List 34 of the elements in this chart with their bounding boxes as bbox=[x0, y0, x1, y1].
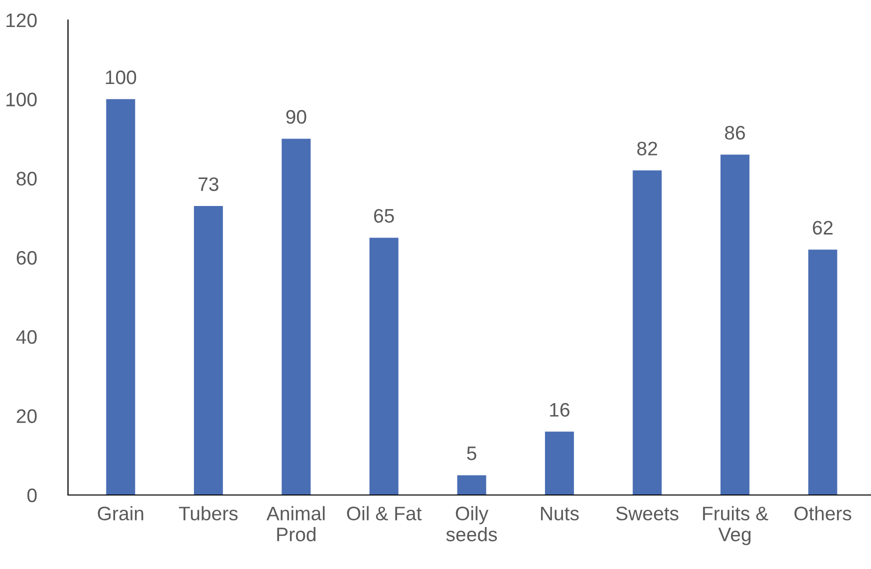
data-label: 73 bbox=[198, 177, 218, 192]
data-label: 62 bbox=[812, 220, 833, 235]
bar bbox=[808, 250, 838, 495]
data-label: 5 bbox=[467, 446, 476, 460]
data-label: 100 bbox=[106, 70, 136, 84]
data-label: 16 bbox=[550, 402, 570, 417]
data-label: 90 bbox=[286, 110, 306, 124]
x-tick-label: Tubers bbox=[178, 506, 238, 520]
bar bbox=[194, 206, 223, 495]
data-label: 82 bbox=[637, 142, 658, 156]
y-tick-label: 40 bbox=[16, 330, 37, 344]
y-tick-label: 60 bbox=[16, 250, 37, 265]
y-tick-label: 100 bbox=[6, 92, 37, 106]
x-tick-label: Oil & Fat bbox=[347, 506, 422, 520]
bar bbox=[282, 138, 311, 495]
bar bbox=[457, 475, 486, 495]
x-tick-label: Sweets bbox=[616, 506, 678, 520]
y-tick-label: 20 bbox=[16, 409, 37, 424]
x-tick-label: Grain bbox=[98, 506, 144, 520]
x-tick-label: Others bbox=[794, 506, 852, 520]
bar bbox=[720, 154, 750, 495]
data-label: 86 bbox=[725, 126, 745, 140]
bar bbox=[106, 99, 136, 495]
x-tick-label: Oily seeds bbox=[446, 506, 497, 542]
y-tick-label: 80 bbox=[16, 172, 37, 186]
bar bbox=[632, 170, 662, 495]
y-tick-label: 120 bbox=[6, 13, 37, 28]
bar bbox=[544, 432, 574, 495]
x-tick-label: Animal Prod bbox=[266, 506, 325, 542]
x-tick-label: Nuts bbox=[541, 506, 579, 520]
bar bbox=[369, 238, 398, 495]
x-tick-label: Fruits & Veg bbox=[703, 506, 768, 546]
data-label: 65 bbox=[374, 208, 394, 223]
y-tick-label: 0 bbox=[27, 488, 37, 502]
